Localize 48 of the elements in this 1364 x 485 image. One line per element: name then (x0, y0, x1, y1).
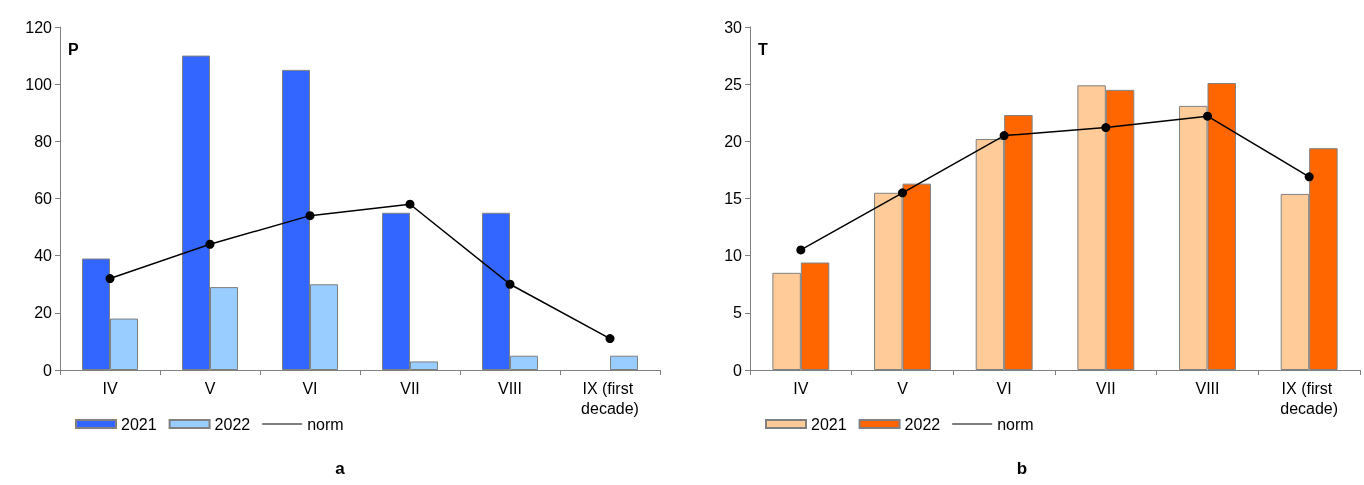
point (205, 239, 215, 249)
legend-label: 2021 (811, 415, 847, 433)
x-tick-label: VI (996, 379, 1012, 397)
x-tick-label: IV (793, 379, 809, 397)
y-axis-title: P (68, 40, 79, 58)
point (898, 188, 907, 198)
y-tick-label: 5 (733, 304, 743, 322)
point (1101, 123, 1111, 133)
text: a (335, 459, 346, 478)
x-tick-label: VIII (1195, 379, 1220, 397)
legend-label: norm (307, 415, 344, 433)
y-tick-label: 20 (34, 304, 53, 322)
x-tick-label: IV (102, 379, 118, 397)
y-tick-label: 100 (25, 75, 53, 93)
point (1304, 172, 1314, 182)
legend-label: 2022 (904, 415, 941, 433)
y-tick-label: 120 (25, 18, 53, 36)
y-tick-label: 30 (724, 18, 743, 36)
point (305, 211, 315, 221)
x-tick-label: IX (first decade) (581, 379, 639, 417)
legend-label: 2022 (214, 415, 251, 433)
y-tick-label: 15 (724, 190, 743, 207)
legend-label: 2021 (121, 415, 157, 433)
x-tick-label: IX (first decade) (1280, 379, 1339, 417)
y-tick-label: 20 (724, 132, 743, 150)
x-tick-label: VII (400, 379, 420, 397)
x-tick-label: VI (302, 379, 318, 397)
point (605, 334, 615, 344)
x-tick-label: V (204, 379, 216, 397)
y-tick-label: 25 (724, 75, 743, 93)
y-tick-label: 40 (34, 247, 53, 265)
x-tick-label: VII (1096, 379, 1116, 397)
y-tick-label: 0 (43, 361, 53, 379)
legend-label: norm (997, 415, 1034, 433)
text: b (1016, 459, 1028, 478)
x-tick-label: VIII (497, 379, 523, 397)
point (105, 274, 115, 284)
y-tick-label: 80 (34, 132, 53, 150)
point (405, 199, 415, 209)
point (796, 245, 806, 255)
point (505, 279, 515, 289)
point (999, 131, 1009, 141)
x-tick-label: V (897, 379, 909, 397)
y-tick-label: 0 (733, 361, 743, 379)
y-tick-label: 10 (724, 247, 743, 265)
y-axis-title: T (758, 40, 768, 58)
y-tick-label: 60 (34, 190, 53, 207)
point (1203, 111, 1212, 121)
